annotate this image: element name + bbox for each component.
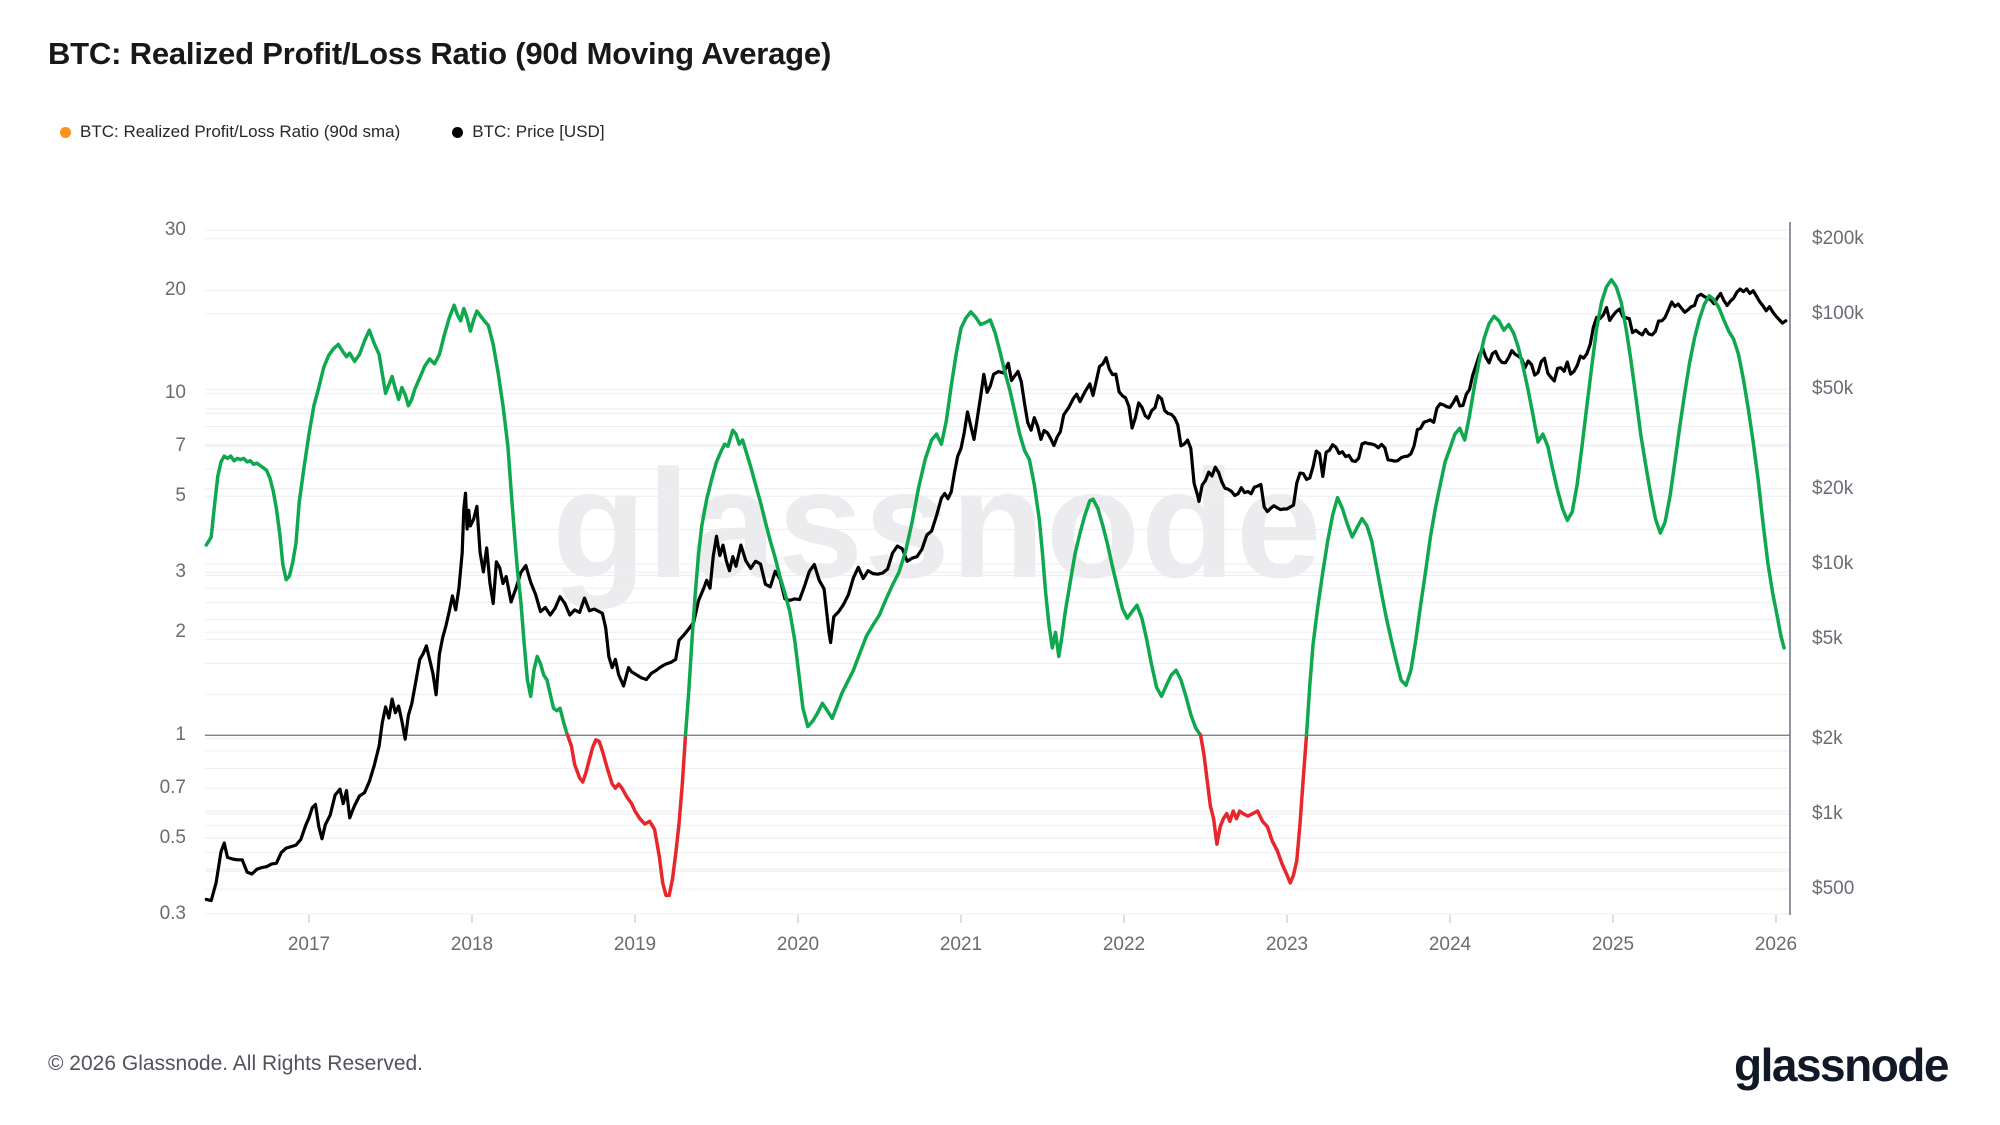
x-axis-label: 2025	[1591, 934, 1635, 955]
x-axis-label: 2023	[1265, 934, 1309, 955]
ratio-line-green	[683, 310, 1203, 737]
right-axis-label: $500	[1812, 878, 1855, 900]
page-title: BTC: Realized Profit/Loss Ratio (90d Mov…	[48, 36, 832, 71]
legend-item-price-label: BTC: Price [USD]	[472, 122, 605, 141]
x-axis-label: 2018	[450, 934, 494, 955]
left-axis-label: 10	[164, 382, 186, 404]
legend-item-price[interactable]: BTC: Price [USD]	[452, 122, 605, 142]
ratio-line-red	[1198, 733, 1309, 885]
footer-copyright: © 2026 Glassnode. All Rights Reserved.	[48, 1052, 424, 1075]
x-axis-label: 2026	[1754, 934, 1798, 955]
x-axis-label: 2021	[939, 934, 983, 955]
ratio-series-dot-icon	[60, 126, 71, 138]
x-axis-label: 2024	[1428, 934, 1472, 955]
legend: BTC: Realized Profit/Loss Ratio (90d sma…	[60, 122, 605, 142]
right-axis-label: $5k	[1812, 628, 1843, 650]
right-axis-label: $2k	[1812, 727, 1843, 749]
right-axis-label: $200k	[1812, 227, 1864, 249]
x-axis-label: 2022	[1102, 934, 1146, 955]
glassnode-logo: glassnode	[1733, 1039, 1950, 1091]
left-axis-label: 30	[164, 219, 186, 241]
left-axis-label: 2	[175, 621, 186, 643]
x-axis-label: 2020	[776, 934, 820, 955]
left-axis-label: 3	[175, 561, 186, 583]
price-series-dot-icon	[452, 126, 464, 138]
right-axis-label: $10k	[1812, 552, 1854, 574]
ratio-line-red	[565, 733, 688, 898]
ratio-line-green	[1304, 277, 1786, 737]
right-axis-label: $50k	[1812, 378, 1854, 400]
legend-item-ratio-label: BTC: Realized Profit/Loss Ratio (90d sma…	[80, 122, 401, 141]
left-axis-label: 0.5	[159, 827, 186, 849]
x-axis-label: 2017	[287, 934, 331, 955]
left-axis-label: 20	[164, 279, 186, 301]
price-line	[204, 287, 1788, 903]
x-axis-label: 2019	[613, 934, 657, 955]
legend-item-ratio[interactable]: BTC: Realized Profit/Loss Ratio (90d sma…	[60, 122, 400, 142]
right-axis-label: $20k	[1812, 477, 1854, 499]
left-axis-label: 7	[175, 435, 186, 457]
left-axis-label: 5	[175, 485, 186, 507]
ratio-line-green	[204, 303, 570, 737]
right-axis-label: $1k	[1812, 802, 1843, 824]
left-axis-label: 0.7	[159, 777, 186, 799]
left-axis-label: 1	[175, 724, 186, 746]
left-axis-label: 0.3	[159, 903, 186, 924]
right-axis-label: $100k	[1812, 303, 1864, 325]
